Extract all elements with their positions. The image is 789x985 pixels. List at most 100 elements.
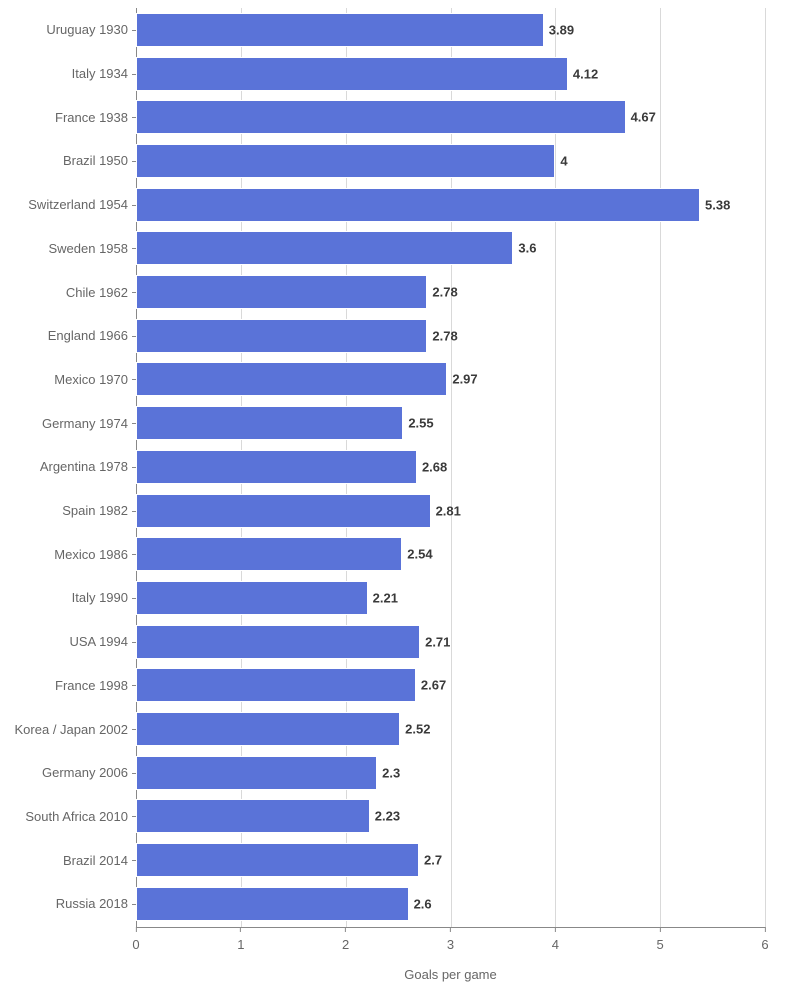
- bar: 2.3: [136, 756, 377, 790]
- y-category-label: England 1966: [48, 328, 136, 343]
- bar-row: Italy 19902.21: [136, 581, 765, 615]
- bar-value-label: 2.97: [446, 372, 477, 387]
- bar-row: Argentina 19782.68: [136, 450, 765, 484]
- bar-row: Mexico 19862.54: [136, 537, 765, 571]
- bar-value-label: 5.38: [699, 197, 730, 212]
- y-category-label: Argentina 1978: [40, 459, 136, 474]
- y-category-label: Mexico 1986: [54, 547, 136, 562]
- y-category-label: Brazil 2014: [63, 853, 136, 868]
- bar: 2.78: [136, 319, 427, 353]
- x-tick-label: 4: [552, 927, 559, 952]
- x-tick-mark: [764, 927, 765, 932]
- bar-row: Sweden 19583.6: [136, 231, 765, 265]
- bar: 5.38: [136, 188, 700, 222]
- bar-value-label: 2.81: [430, 503, 461, 518]
- bar: 2.78: [136, 275, 427, 309]
- bar: 4.12: [136, 57, 568, 91]
- y-category-label: South Africa 2010: [25, 809, 136, 824]
- y-category-label: Italy 1990: [72, 590, 136, 605]
- bar-row: Chile 19622.78: [136, 275, 765, 309]
- bar-row: Uruguay 19303.89: [136, 13, 765, 47]
- bar: 3.89: [136, 13, 544, 47]
- bar-chart: Uruguay 19303.89Italy 19344.12France 193…: [0, 0, 789, 985]
- bar-row: Germany 19742.55: [136, 406, 765, 440]
- bar-value-label: 3.6: [512, 241, 536, 256]
- x-axis-title: Goals per game: [136, 967, 765, 982]
- bar-value-label: 2.23: [369, 809, 400, 824]
- bar-row: Russia 20182.6: [136, 887, 765, 921]
- bar-value-label: 2.7: [418, 853, 442, 868]
- bar-value-label: 2.78: [426, 285, 457, 300]
- bar-value-label: 2.71: [419, 634, 450, 649]
- bar: 4.67: [136, 100, 626, 134]
- x-tick-label: 6: [761, 927, 768, 952]
- bar-value-label: 4.67: [625, 110, 656, 125]
- bar-row: France 19384.67: [136, 100, 765, 134]
- y-category-label: USA 1994: [69, 634, 136, 649]
- bar-value-label: 2.52: [399, 722, 430, 737]
- y-category-label: Chile 1962: [66, 285, 136, 300]
- y-category-label: France 1998: [55, 678, 136, 693]
- bar-value-label: 2.55: [402, 416, 433, 431]
- y-category-label: Germany 2006: [42, 765, 136, 780]
- x-tick-label: 1: [237, 927, 244, 952]
- bar-value-label: 4.12: [567, 66, 598, 81]
- x-tick-mark: [345, 927, 346, 932]
- x-tick-mark: [450, 927, 451, 932]
- y-category-label: Switzerland 1954: [28, 197, 136, 212]
- bar: 2.21: [136, 581, 368, 615]
- bar-row: Brazil 20142.7: [136, 843, 765, 877]
- x-tick-mark: [135, 927, 136, 932]
- bar: 2.71: [136, 625, 420, 659]
- x-tick-label: 2: [342, 927, 349, 952]
- bar: 2.67: [136, 668, 416, 702]
- bar-row: South Africa 20102.23: [136, 799, 765, 833]
- bar-value-label: 2.68: [416, 459, 447, 474]
- bar: 2.54: [136, 537, 402, 571]
- bar: 2.52: [136, 712, 400, 746]
- bar: 2.81: [136, 494, 431, 528]
- bar: 2.23: [136, 799, 370, 833]
- bar-value-label: 3.89: [543, 22, 574, 37]
- bar: 2.7: [136, 843, 419, 877]
- bar-row: England 19662.78: [136, 319, 765, 353]
- bar: 2.55: [136, 406, 403, 440]
- bar-value-label: 2.21: [367, 590, 398, 605]
- bar-row: Brazil 19504: [136, 144, 765, 178]
- y-category-label: Sweden 1958: [48, 241, 136, 256]
- y-category-label: Mexico 1970: [54, 372, 136, 387]
- y-category-label: Uruguay 1930: [46, 22, 136, 37]
- bar: 3.6: [136, 231, 513, 265]
- bar: 4: [136, 144, 555, 178]
- bar-value-label: 2.54: [401, 547, 432, 562]
- x-tick-label: 0: [132, 927, 139, 952]
- bar-row: Italy 19344.12: [136, 57, 765, 91]
- bar-row: Switzerland 19545.38: [136, 188, 765, 222]
- bar-row: Spain 19822.81: [136, 494, 765, 528]
- bar-value-label: 2.3: [376, 765, 400, 780]
- x-tick-mark: [240, 927, 241, 932]
- bar-row: Germany 20062.3: [136, 756, 765, 790]
- x-tick-label: 3: [447, 927, 454, 952]
- y-category-label: Brazil 1950: [63, 153, 136, 168]
- gridline: [765, 8, 766, 927]
- x-tick-label: 5: [657, 927, 664, 952]
- bar-row: France 19982.67: [136, 668, 765, 702]
- bar-row: Mexico 19702.97: [136, 362, 765, 396]
- y-category-label: Korea / Japan 2002: [15, 722, 136, 737]
- x-tick-mark: [555, 927, 556, 932]
- bar-value-label: 4: [554, 153, 567, 168]
- plot-area: Uruguay 19303.89 Italy 19344.12 France 193…: [136, 8, 765, 927]
- bar-value-label: 2.6: [408, 896, 432, 911]
- bar: 2.6: [136, 887, 409, 921]
- y-category-label: France 1938: [55, 110, 136, 125]
- y-category-label: Russia 2018: [56, 896, 136, 911]
- y-category-label: Italy 1934: [72, 66, 136, 81]
- y-category-label: Spain 1982: [62, 503, 136, 518]
- bar: 2.97: [136, 362, 447, 396]
- bar-row: Korea / Japan 20022.52: [136, 712, 765, 746]
- bar-value-label: 2.78: [426, 328, 457, 343]
- bar-row: USA 19942.71: [136, 625, 765, 659]
- bar: 2.68: [136, 450, 417, 484]
- x-tick-mark: [660, 927, 661, 932]
